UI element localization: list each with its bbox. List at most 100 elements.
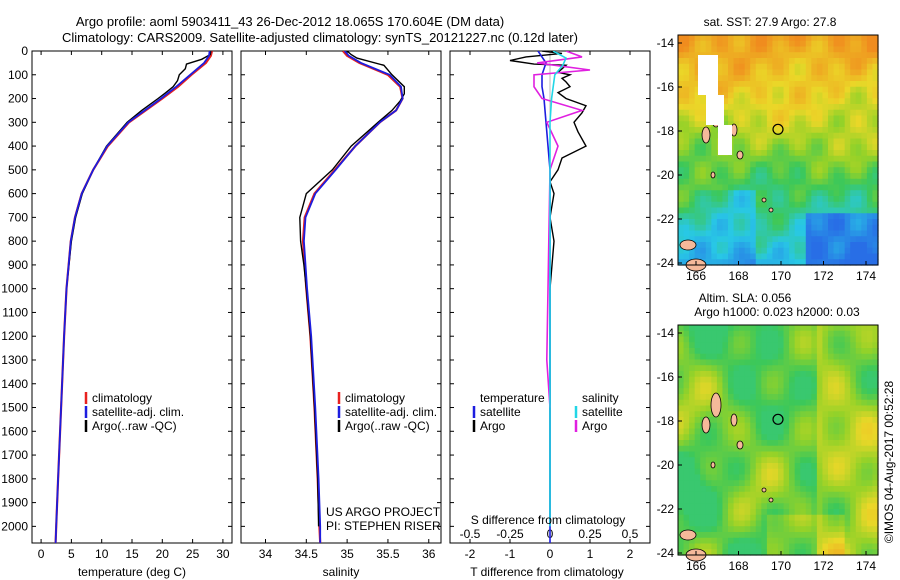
map-cell — [855, 353, 862, 361]
map-cell — [694, 81, 701, 88]
map-cell — [705, 213, 712, 220]
map-cell — [722, 184, 729, 191]
map-cell — [789, 40, 796, 48]
map-y-tick-label: -14 — [657, 326, 675, 340]
map-cell — [705, 520, 712, 527]
map-cell — [750, 526, 757, 533]
map-cell — [694, 236, 701, 243]
map-cell — [850, 230, 857, 237]
map-cell — [700, 509, 707, 516]
map-cell — [689, 52, 696, 59]
map-cell — [683, 405, 690, 412]
map-cell — [711, 253, 718, 260]
sla-map-title-line2: Argo h1000: 0.023 h2000: 0.03 — [694, 305, 860, 319]
map-cell — [733, 497, 740, 504]
map-cell — [694, 35, 701, 42]
map-cell — [789, 497, 796, 504]
map-x-tick-label: 170 — [771, 559, 791, 573]
map-cell — [744, 537, 751, 545]
map-cell — [811, 428, 818, 435]
map-cell — [861, 236, 868, 243]
map-cell — [772, 336, 779, 343]
map-cell — [744, 445, 751, 453]
map-cell — [722, 253, 729, 260]
map-cell — [866, 330, 874, 338]
map-cell — [750, 86, 757, 94]
map-cell — [772, 161, 779, 168]
map-cell — [855, 417, 862, 424]
map-cell — [711, 46, 718, 53]
map-cell — [844, 52, 851, 59]
map-cell — [700, 451, 707, 458]
map-cell — [833, 121, 840, 128]
map-cell — [689, 92, 696, 99]
map-cell — [766, 173, 774, 180]
map-cell — [828, 336, 835, 343]
map-cell — [866, 63, 874, 71]
map-cell — [872, 365, 879, 372]
map-cell — [811, 474, 818, 481]
map-cell — [794, 35, 801, 42]
map-cell — [744, 219, 751, 226]
map-cell — [872, 353, 879, 361]
map-cell — [833, 353, 840, 361]
map-cell — [833, 236, 840, 243]
map-cell — [683, 104, 690, 111]
map-cell — [694, 526, 701, 533]
map-cell — [855, 549, 862, 556]
map-cell — [694, 417, 701, 424]
map-cell — [805, 104, 812, 111]
map-cell — [744, 330, 751, 338]
map-cell — [850, 348, 857, 355]
map-cell — [872, 150, 879, 157]
map-cell — [828, 422, 835, 430]
map-cell — [850, 92, 857, 99]
map-cell — [828, 434, 835, 441]
map-cell — [872, 417, 879, 424]
map-cell — [816, 486, 824, 493]
map-cell — [755, 411, 762, 418]
map-cell — [811, 178, 818, 186]
map-cell — [711, 144, 718, 151]
map-cell — [744, 40, 751, 48]
map-cell — [683, 411, 690, 418]
map-cell — [866, 417, 874, 424]
map-cell — [800, 190, 807, 197]
map-cell — [733, 167, 740, 174]
map-cell — [866, 58, 874, 65]
map-cell — [811, 75, 818, 82]
map-cell — [861, 52, 868, 59]
map-cell — [678, 40, 685, 48]
map-cell — [778, 543, 785, 550]
map-cell — [750, 173, 757, 180]
map-cell — [861, 109, 868, 117]
map-cell — [766, 330, 774, 338]
map-cell — [794, 167, 801, 174]
map-cell — [789, 428, 796, 435]
map-cell — [733, 190, 740, 197]
map-cell — [750, 63, 757, 71]
map-cell — [822, 480, 829, 487]
map-cell — [800, 371, 807, 378]
map-cell — [872, 224, 879, 232]
map-cell — [816, 104, 824, 111]
map-cell — [822, 457, 829, 464]
map-cell — [861, 132, 868, 140]
map-cell — [778, 63, 785, 71]
map-cell — [689, 468, 696, 476]
map-cell — [833, 247, 840, 255]
map-cell — [844, 451, 851, 458]
map-cell — [716, 63, 724, 71]
map-cell — [828, 359, 835, 366]
map-cell — [872, 376, 879, 384]
depth-tick-label: 1800 — [1, 472, 28, 486]
map-cell — [772, 98, 779, 105]
map-cell — [816, 236, 824, 243]
map-cell — [711, 190, 718, 197]
map-cell — [766, 543, 774, 550]
map-cell — [800, 330, 807, 338]
map-cell — [850, 365, 857, 372]
salinity-x-axis: 34 34.5 35 35.5 36 — [259, 51, 436, 561]
map-cell — [772, 480, 779, 487]
map-cell — [839, 405, 846, 412]
